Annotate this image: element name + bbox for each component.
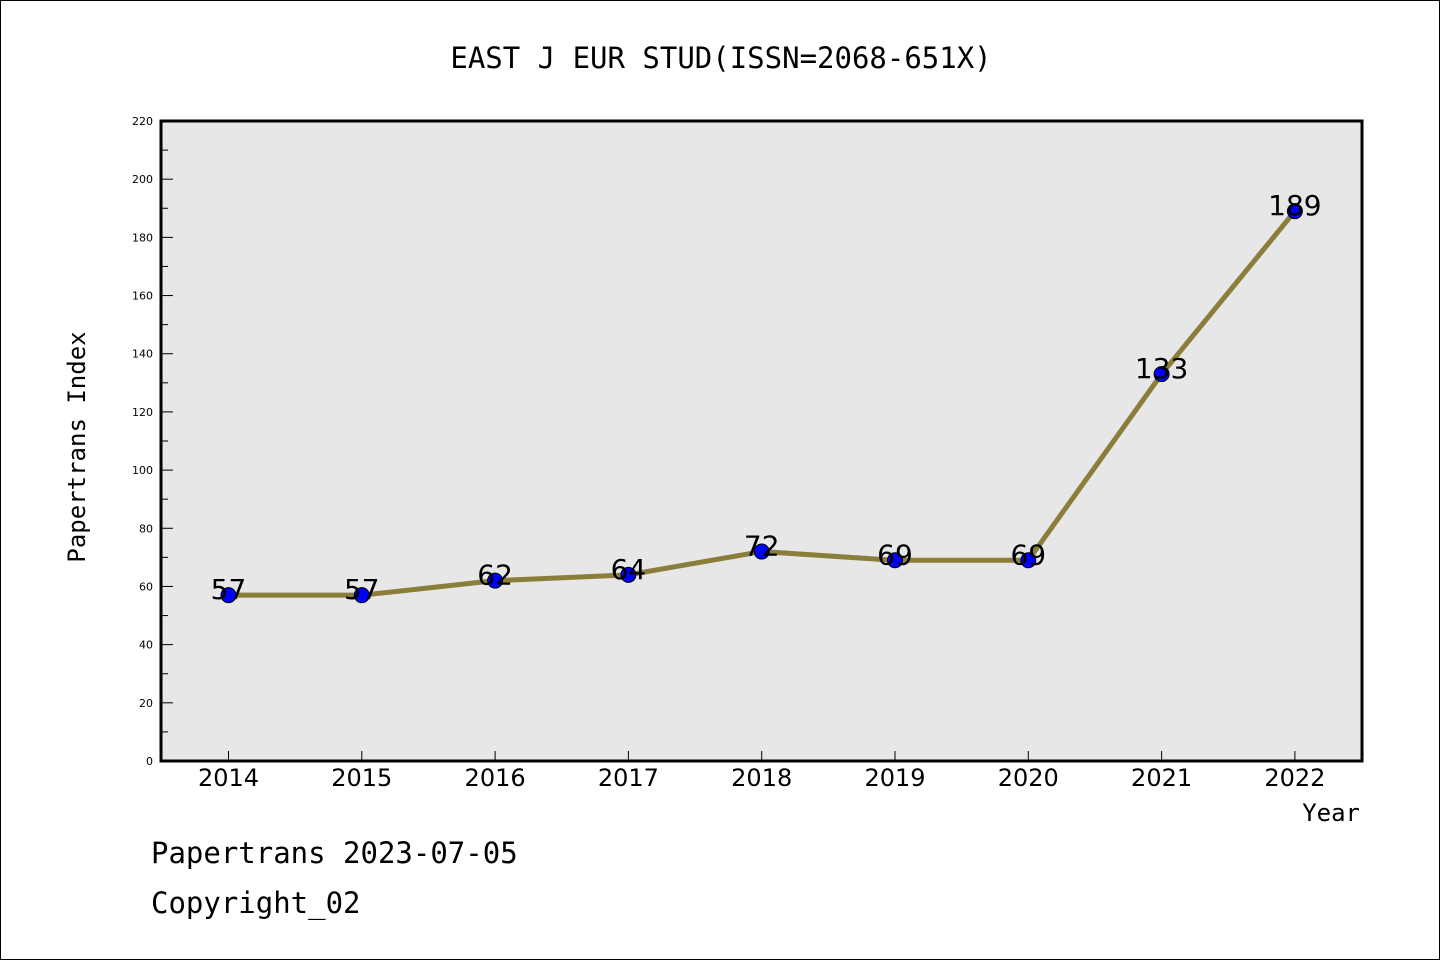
- data-labels: 57 57 62 64 72 69 69 133 189: [211, 189, 1322, 606]
- footer-copyright-text: Copyright_02: [151, 886, 361, 920]
- data-label: 57: [211, 573, 247, 606]
- data-point: [487, 572, 504, 589]
- data-point: [220, 587, 237, 604]
- y-axis: 0 20 40 60 80 100 120 140 160 180 200 220: [132, 115, 173, 768]
- x-tick-label: 2014: [198, 764, 259, 792]
- data-label: 62: [477, 559, 513, 592]
- data-point: [620, 566, 637, 583]
- y-tick-label: 120: [132, 406, 153, 419]
- data-points: [220, 203, 1303, 604]
- data-label: 189: [1268, 189, 1321, 222]
- y-tick-label: 80: [139, 522, 153, 535]
- x-axis: 2014 2015 2016 2017 2018 2019 2020 2021 2022: [198, 751, 1325, 792]
- x-tick-label: 2015: [331, 764, 392, 792]
- data-label: 133: [1135, 352, 1188, 385]
- x-tick-label: 2017: [598, 764, 659, 792]
- y-tick-label: 40: [139, 639, 153, 652]
- y-tick-label: 60: [139, 580, 153, 593]
- data-label: 57: [344, 573, 380, 606]
- data-point: [753, 543, 770, 560]
- y-tick-label: 0: [146, 755, 153, 768]
- data-point: [353, 587, 370, 604]
- y-tick-label: 220: [132, 115, 153, 128]
- footer-date-text: Papertrans 2023-07-05: [151, 836, 518, 870]
- y-tick-label: 160: [132, 290, 153, 303]
- data-label: 69: [877, 538, 913, 571]
- data-point: [1153, 366, 1170, 383]
- data-label: 72: [744, 530, 780, 563]
- y-tick-label: 20: [139, 697, 153, 710]
- plot-area: [159, 119, 1364, 763]
- data-label: 69: [1010, 538, 1046, 571]
- y-tick-label: 100: [132, 464, 153, 477]
- x-tick-label: 2022: [1264, 764, 1325, 792]
- data-point: [887, 552, 903, 569]
- y-tick-label: 140: [132, 348, 153, 361]
- data-label: 64: [611, 553, 647, 586]
- x-tick-label: 2021: [1131, 764, 1192, 792]
- x-tick-label: 2020: [998, 764, 1059, 792]
- x-tick-label: 2016: [465, 764, 526, 792]
- chart-title: EAST J EUR STUD(ISSN=2068-651X): [450, 41, 991, 75]
- x-axis-label: Year: [1302, 799, 1360, 827]
- y-tick-label: 200: [132, 173, 153, 186]
- x-tick-label: 2019: [864, 764, 925, 792]
- y-tick-label: 180: [132, 231, 153, 244]
- data-point: [1020, 552, 1037, 569]
- x-tick-label: 2018: [731, 764, 792, 792]
- y-axis-label: Papertrans Index: [63, 331, 91, 562]
- data-point: [1286, 203, 1303, 220]
